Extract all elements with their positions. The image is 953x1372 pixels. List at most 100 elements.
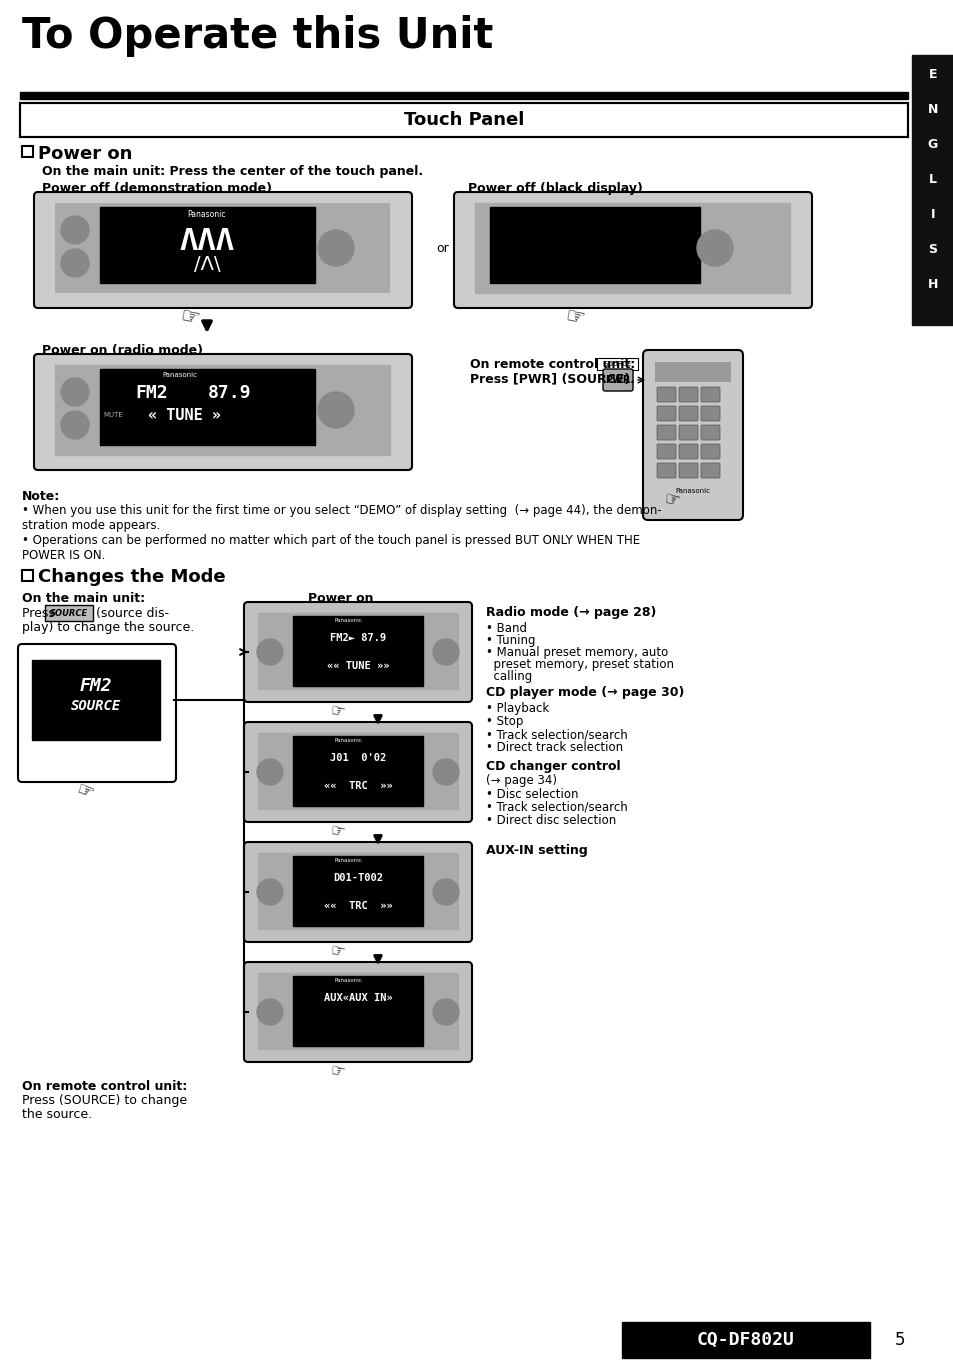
Text: (source dis-: (source dis- <box>91 606 169 620</box>
Circle shape <box>433 999 458 1025</box>
Text: ««  TRC  »»: «« TRC »» <box>323 781 392 792</box>
Bar <box>621 1323 869 1358</box>
Text: SOURCE: SOURCE <box>603 361 632 366</box>
Text: S: S <box>927 243 937 257</box>
Text: On remote control unit:: On remote control unit: <box>22 1080 187 1093</box>
Bar <box>100 369 314 445</box>
FancyBboxPatch shape <box>657 406 676 421</box>
FancyBboxPatch shape <box>45 605 92 622</box>
FancyBboxPatch shape <box>34 192 412 307</box>
Text: 87.9: 87.9 <box>208 384 252 402</box>
Text: CD changer control: CD changer control <box>485 760 620 772</box>
Text: I: I <box>930 209 934 221</box>
Text: Press [PWR] (SOURCE).: Press [PWR] (SOURCE). <box>470 372 634 386</box>
Bar <box>257 613 457 689</box>
Bar <box>20 92 907 99</box>
Bar <box>32 660 160 740</box>
Bar <box>20 103 907 137</box>
Text: or: or <box>436 241 449 254</box>
FancyBboxPatch shape <box>642 350 742 520</box>
Circle shape <box>697 230 732 266</box>
Text: Press (SOURCE) to change: Press (SOURCE) to change <box>22 1093 187 1107</box>
Text: Radio mode (→ page 28): Radio mode (→ page 28) <box>485 606 656 619</box>
Text: On remote control unit:: On remote control unit: <box>470 358 635 370</box>
Text: Press: Press <box>22 606 59 620</box>
FancyBboxPatch shape <box>679 425 698 440</box>
Text: Note:: Note: <box>22 490 60 504</box>
Text: Panasonic: Panasonic <box>334 738 361 744</box>
Text: Panasonic: Panasonic <box>675 488 710 494</box>
Text: Changes the Mode: Changes the Mode <box>38 568 226 586</box>
FancyBboxPatch shape <box>597 358 638 369</box>
Text: L: L <box>928 173 936 187</box>
Text: • Track selection/search: • Track selection/search <box>485 729 627 741</box>
Text: ☞: ☞ <box>73 781 96 804</box>
Circle shape <box>317 392 354 428</box>
Bar <box>490 207 700 283</box>
FancyBboxPatch shape <box>700 425 720 440</box>
FancyBboxPatch shape <box>602 369 633 391</box>
FancyBboxPatch shape <box>679 387 698 402</box>
Text: Power on: Power on <box>38 145 132 163</box>
Text: SOURCE: SOURCE <box>71 698 121 713</box>
Text: • Tuning: • Tuning <box>485 634 535 648</box>
FancyBboxPatch shape <box>700 462 720 477</box>
Text: • Band: • Band <box>485 622 526 635</box>
Bar <box>293 856 422 926</box>
Text: • Manual preset memory, auto: • Manual preset memory, auto <box>485 646 667 659</box>
Text: Panasonic: Panasonic <box>334 617 361 623</box>
FancyBboxPatch shape <box>657 387 676 402</box>
Text: FM2: FM2 <box>80 676 112 696</box>
Text: AUX-IN setting: AUX-IN setting <box>485 844 587 858</box>
Text: ☞: ☞ <box>329 702 347 722</box>
Circle shape <box>317 230 354 266</box>
Text: H: H <box>927 279 937 291</box>
Text: • Disc selection: • Disc selection <box>485 788 578 801</box>
FancyBboxPatch shape <box>657 462 676 477</box>
Text: • Stop: • Stop <box>485 715 523 729</box>
FancyBboxPatch shape <box>34 354 412 471</box>
Text: ««  TRC  »»: «« TRC »» <box>323 901 392 911</box>
Text: MUTE: MUTE <box>103 412 123 418</box>
Text: /Λ\: /Λ\ <box>193 255 220 274</box>
Text: To Operate this Unit: To Operate this Unit <box>22 15 493 58</box>
FancyBboxPatch shape <box>679 462 698 477</box>
Bar <box>475 203 789 294</box>
Text: • Direct disc selection: • Direct disc selection <box>485 814 616 827</box>
Circle shape <box>61 215 89 244</box>
Text: • Operations can be performed no matter which part of the touch panel is pressed: • Operations can be performed no matter … <box>22 534 639 563</box>
Text: calling: calling <box>485 670 532 683</box>
Circle shape <box>433 879 458 906</box>
Text: preset memory, preset station: preset memory, preset station <box>485 659 673 671</box>
FancyBboxPatch shape <box>679 445 698 460</box>
Bar <box>55 365 390 456</box>
FancyBboxPatch shape <box>700 406 720 421</box>
Text: AUX«AUX IN»: AUX«AUX IN» <box>323 993 392 1003</box>
Text: E: E <box>928 69 936 81</box>
Bar <box>293 975 422 1045</box>
Bar <box>55 203 390 294</box>
Text: N: N <box>927 103 937 117</box>
Circle shape <box>61 379 89 406</box>
Text: Panasonic: Panasonic <box>334 858 361 863</box>
Text: PWR: PWR <box>604 375 630 386</box>
Text: • Direct track selection: • Direct track selection <box>485 741 622 755</box>
Text: • When you use this unit for the first time or you select “DEMO” of display sett: • When you use this unit for the first t… <box>22 504 661 532</box>
Circle shape <box>256 759 283 785</box>
Text: play) to change the source.: play) to change the source. <box>22 622 194 634</box>
Circle shape <box>256 999 283 1025</box>
Text: ☞: ☞ <box>563 306 586 329</box>
FancyBboxPatch shape <box>657 425 676 440</box>
FancyBboxPatch shape <box>679 406 698 421</box>
Text: • Playback: • Playback <box>485 702 549 715</box>
Text: Panasonic: Panasonic <box>188 210 226 220</box>
Text: ☞: ☞ <box>661 490 680 510</box>
Text: the source.: the source. <box>22 1109 92 1121</box>
Bar <box>22 145 33 156</box>
Bar <box>293 735 422 805</box>
Text: ΛΛΛ: ΛΛΛ <box>179 228 234 257</box>
Text: CD player mode (→ page 30): CD player mode (→ page 30) <box>485 686 683 698</box>
Text: Touch Panel: Touch Panel <box>403 111 523 129</box>
Text: CQ-DF802U: CQ-DF802U <box>697 1331 794 1349</box>
Text: ☞: ☞ <box>329 822 347 842</box>
